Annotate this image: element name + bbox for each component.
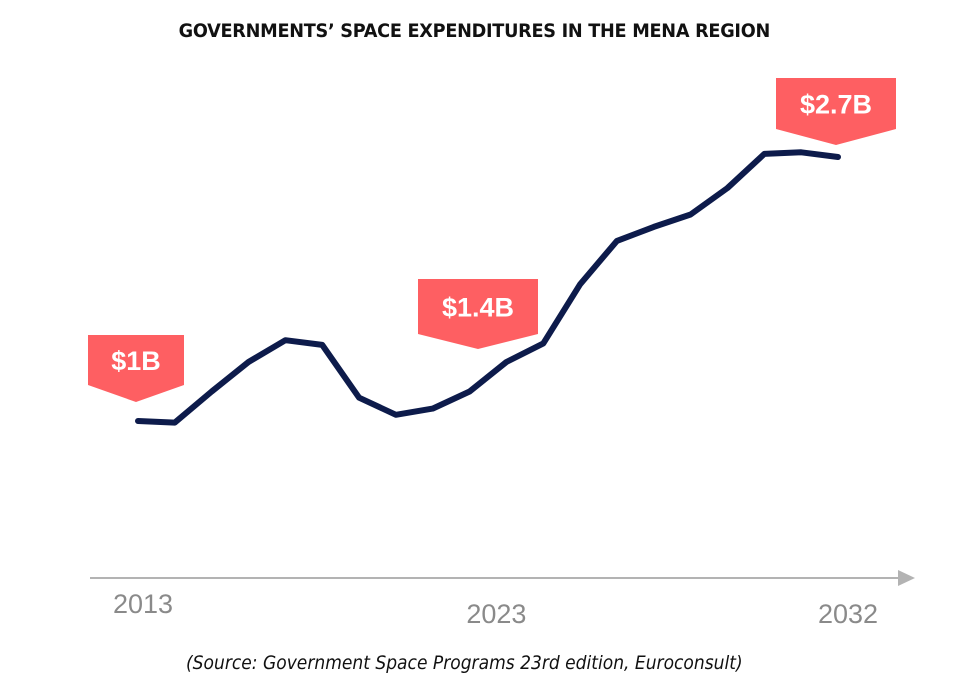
callout-flag-shape xyxy=(776,78,896,145)
x-tick-label: 2032 xyxy=(818,599,878,629)
callout-label: $1.4B xyxy=(442,293,514,323)
annotation-group: $1B $1.4B $2.7B xyxy=(88,78,896,402)
callout-label: $1B xyxy=(111,346,161,376)
x-axis: 2013 2023 2032 xyxy=(90,570,915,629)
x-tick-label: 2013 xyxy=(113,589,173,619)
value-callout: $2.7B xyxy=(776,78,896,145)
series-line-group xyxy=(135,149,841,426)
chart-title: GOVERNMENTS’ SPACE EXPENDITURES IN THE M… xyxy=(178,20,771,42)
callout-flag-shape xyxy=(88,335,184,402)
callout-label: $2.7B xyxy=(800,90,872,120)
x-tick-label: 2023 xyxy=(466,599,526,629)
callout-flag-shape xyxy=(418,279,538,349)
value-callout: $1B xyxy=(88,335,184,402)
source-note: (Source: Government Space Programs 23rd … xyxy=(186,652,743,674)
value-callout: $1.4B xyxy=(418,279,538,349)
x-axis-arrow-icon xyxy=(898,570,915,586)
series-line xyxy=(135,149,841,426)
